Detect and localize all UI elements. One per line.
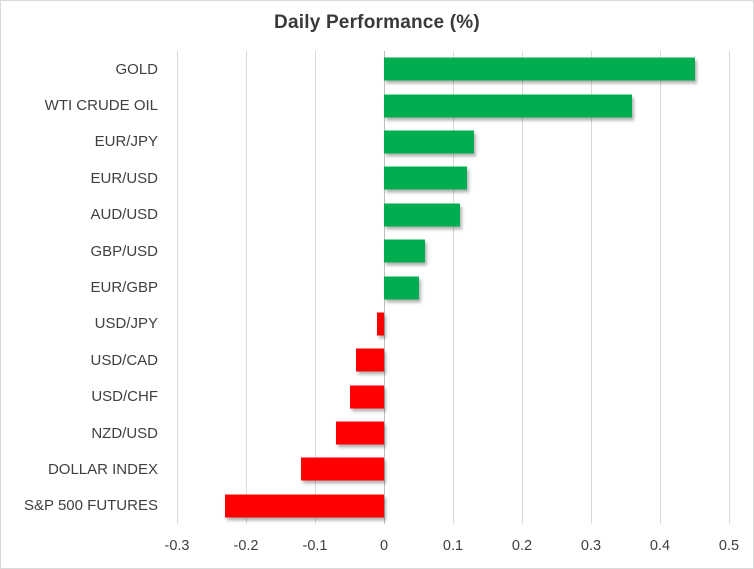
category-label-eur-gbp: EUR/GBP — [90, 279, 158, 297]
bar-row-usd-chf — [177, 379, 729, 415]
bar-row-usd-jpy — [177, 306, 729, 342]
bar-row-s-p-500-futures — [177, 488, 729, 524]
x-tick-label-0p1: 0.1 — [442, 538, 464, 554]
bar-row-wti-crude-oil — [177, 87, 729, 123]
category-label-gbp-usd: GBP/USD — [90, 242, 158, 260]
x-tick-label-0p2: 0.2 — [511, 538, 533, 554]
gridline — [729, 51, 730, 524]
bar-eur-gbp — [384, 276, 419, 300]
bar-row-gold — [177, 51, 729, 87]
category-label-eur-usd: EUR/USD — [90, 169, 158, 187]
x-tick-label-neg0p2: -0.2 — [233, 538, 259, 554]
bar-dollar-index — [301, 457, 384, 481]
gridline — [660, 51, 661, 524]
category-label-usd-jpy: USD/JPY — [94, 315, 158, 333]
x-tick-label-0p5: 0.5 — [718, 538, 740, 554]
category-label-dollar-index: DOLLAR INDEX — [47, 460, 158, 478]
bar-row-gbp-usd — [177, 233, 729, 269]
bar-row-eur-gbp — [177, 269, 729, 305]
category-label-wti-crude-oil: WTI CRUDE OIL — [44, 97, 158, 115]
bar-row-nzd-usd — [177, 415, 729, 451]
bar-rows — [177, 51, 729, 524]
bar-row-aud-usd — [177, 197, 729, 233]
category-label-s-p-500-futures: S&P 500 FUTURES — [24, 497, 158, 515]
gridline — [177, 51, 178, 524]
bar-row-eur-jpy — [177, 124, 729, 160]
gridline — [453, 51, 454, 524]
bar-row-dollar-index — [177, 451, 729, 487]
x-tick-label-0p4: 0.4 — [649, 538, 671, 554]
bar-eur-jpy — [384, 130, 474, 154]
gridline — [246, 51, 247, 524]
bar-aud-usd — [384, 203, 460, 227]
bar-eur-usd — [384, 166, 467, 190]
bar-gold — [384, 57, 695, 81]
gridline — [591, 51, 592, 524]
category-label-gold: GOLD — [115, 60, 158, 78]
x-tick-label-0p3: 0.3 — [580, 538, 602, 554]
gridline — [522, 51, 523, 524]
category-label-aud-usd: AUD/USD — [90, 206, 158, 224]
bar-usd-jpy — [377, 312, 384, 336]
bar-nzd-usd — [335, 421, 384, 445]
category-label-nzd-usd: NZD/USD — [91, 424, 158, 442]
bar-usd-cad — [356, 348, 384, 372]
x-tick-label-0: 0 — [379, 538, 389, 554]
bar-usd-chf — [349, 385, 384, 409]
bar-row-eur-usd — [177, 160, 729, 196]
plot-area — [177, 51, 730, 524]
chart-title: Daily Performance (%) — [274, 12, 480, 33]
category-axis-labels: GOLD WTI CRUDE OIL EUR/JPY EUR/USD AUD/USD GB… — [1, 51, 167, 524]
x-axis-tick-labels: -0.3 -0.2 -0.1 0 0.1 0.2 0.3 0.4 0.5 — [165, 538, 740, 558]
x-tick-label-neg0p3: -0.3 — [164, 538, 190, 554]
category-label-usd-chf: USD/CHF — [91, 388, 158, 406]
category-label-usd-cad: USD/CAD — [90, 351, 158, 369]
category-label-eur-jpy: EUR/JPY — [94, 133, 158, 151]
bar-wti-crude-oil — [384, 94, 633, 118]
gridline — [315, 51, 316, 524]
bar-gbp-usd — [384, 239, 426, 263]
bar-s-p-500-futures — [225, 494, 384, 518]
bar-row-usd-cad — [177, 342, 729, 378]
x-tick-label-neg0p1: -0.1 — [302, 538, 328, 554]
